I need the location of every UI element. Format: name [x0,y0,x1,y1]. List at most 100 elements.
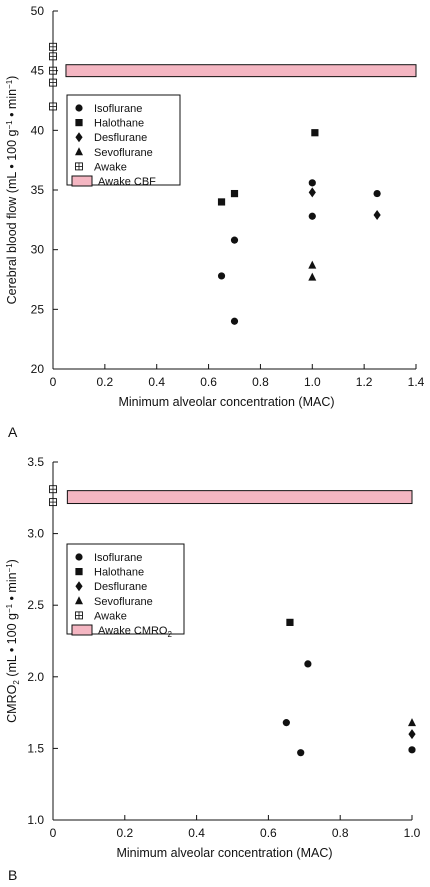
y-axis-label-part: • min [5,89,19,121]
legend-band-swatch [71,175,93,187]
y-tick-label: 45 [31,64,45,78]
x-tick-label: 0.4 [148,375,165,389]
legend-band-swatch [71,624,93,636]
legend-marker-halothane [75,568,83,576]
legend-label-subscript: 2 [167,630,172,639]
panel-label: B [8,867,17,883]
x-tick-label: 0.8 [332,826,349,840]
legend-label: Halothane [94,567,144,579]
y-tick-label: 20 [31,362,45,376]
legend-marker-isoflurane [75,104,83,112]
legend-marker-desflurane [75,132,83,143]
point-isoflurane [308,179,316,187]
legend-box [66,94,181,186]
x-tick-label: 0 [50,375,57,389]
y-axis-label-part: Cerebral blood flow (mL • 100 g [5,129,19,304]
legend-label: Isoflurane [94,552,142,564]
point-desflurane [373,210,381,221]
y-tick-label: 3.5 [27,455,44,469]
awake-band [66,490,413,505]
legend: Isoflurane Halothane Desflurane Sevoflurane… [66,94,181,188]
y-axis-label-part: (mL • 100 g [5,613,19,680]
x-tick-label: 0.2 [116,826,133,840]
x-tick-label: 0.4 [188,826,205,840]
legend-label: Awake [94,610,127,622]
point-sevoflurane [308,260,317,269]
point-isoflurane [230,317,239,325]
x-axis-label: Minimum alveolar concentration (MAC) [118,395,334,409]
legend-label: Halothane [94,118,144,130]
chart-panel-b: 1.0 1.5 2.0 2.5 3.0 3.5 0 0.2 0.4 0.6 0.8 1.0 Minimu… [5,455,421,883]
legend-marker-isoflurane [75,553,83,561]
point-halothane [311,129,319,137]
point-awake [49,42,57,51]
legend-marker-halothane [75,119,83,127]
x-tick-label: 1.2 [356,375,373,389]
legend-marker-awake [75,611,83,620]
point-halothane [217,198,226,206]
chart-panel-a: 20 25 30 35 40 45 50 0 0.2 0.4 0.6 0.8 1.0 1.2 1.4 Mini… [5,4,425,440]
legend: Isoflurane Halothane Desflurane Sevoflurane… [66,543,185,639]
y-axis-label-part: • min [5,572,19,604]
y-axis-label-part: 2 [12,680,21,685]
point-sevoflurane [408,718,416,727]
y-tick-label: 3.0 [27,527,44,541]
legend-label: Awake [94,161,127,173]
y-axis-label-part: −1 [5,120,14,130]
legend-marker-desflurane [75,581,83,592]
y-tick-label: 35 [31,183,45,197]
point-sevoflurane [308,272,317,281]
point-halothane [230,189,239,198]
y-tick-label: 2.0 [27,670,44,684]
x-tick-label: 1.4 [408,375,425,389]
x-tick-label: 0 [50,826,57,840]
point-awake [49,102,57,111]
point-isoflurane [373,189,381,198]
point-isoflurane [308,212,316,220]
legend-marker-awake [75,162,83,171]
point-isoflurane [230,236,239,244]
awake-band [65,64,417,78]
y-axis-label-part: ) [5,76,19,80]
legend-marker-sevoflurane [75,147,83,156]
y-axis-label-part: −1 [5,563,14,573]
legend-label-text: Awake CMRO [98,625,168,637]
y-tick-label: 50 [31,4,45,18]
legend-box [66,543,185,635]
point-halothane [286,618,294,626]
point-isoflurane [304,660,312,668]
y-axis-label-part: ) [5,559,19,563]
point-isoflurane [408,746,416,754]
legend-label: Awake CBF [98,176,156,188]
legend-label: Isoflurane [94,103,142,115]
point-isoflurane [217,272,226,280]
point-isoflurane [297,749,305,757]
x-tick-label: 0.6 [200,375,217,389]
panel-label: A [8,424,18,440]
y-axis-label-part: CMRO [5,684,19,722]
x-tick-label: 0.8 [252,375,269,389]
point-desflurane [408,729,416,740]
point-isoflurane [282,719,290,727]
point-awake [49,52,57,61]
y-tick-label: 30 [31,243,45,257]
legend-label: Sevoflurane [94,596,153,608]
x-tick-label: 1.0 [404,826,421,840]
point-awake [49,498,57,507]
legend-label: Sevoflurane [94,147,153,159]
y-axis-label: Cerebral blood flow (mL • 100 g−1 • min−… [5,76,19,305]
x-tick-label: 1.0 [304,375,321,389]
x-tick-label: 0.2 [97,375,114,389]
point-awake [49,66,57,75]
legend-label: Desflurane [94,132,147,144]
legend-label: Awake CMRO2 [98,625,172,639]
point-desflurane [308,187,316,198]
y-tick-label: 1.5 [27,741,44,755]
y-axis-label-part: −1 [5,603,14,613]
y-tick-label: 2.5 [27,598,44,612]
y-axis-label-part: −1 [5,79,14,89]
y-axis-label: CMRO2 (mL • 100 g−1 • min−1) [5,559,21,723]
legend-marker-sevoflurane [75,596,83,605]
point-awake [49,78,57,87]
